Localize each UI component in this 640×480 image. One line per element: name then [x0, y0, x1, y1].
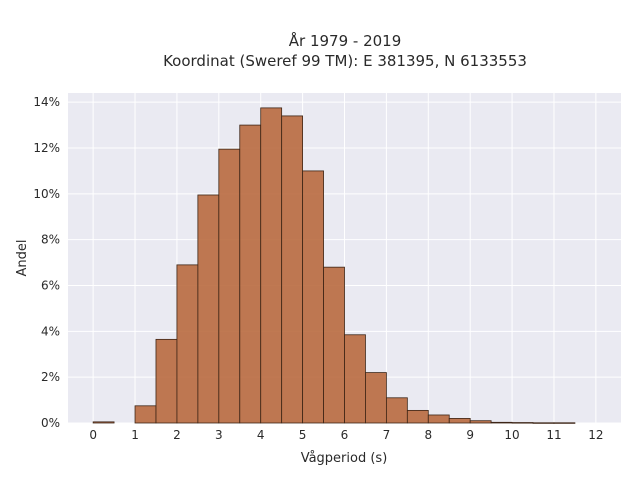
histogram-bar [323, 266, 345, 424]
histogram-bar [427, 414, 450, 424]
histogram-bar [469, 420, 492, 424]
histogram-bar [218, 148, 241, 424]
x-axis-label: Vågperiod (s) [301, 451, 388, 466]
chart-title-line1: År 1979 - 2019 [289, 31, 402, 50]
histogram-bar [490, 421, 513, 424]
x-tick-label: 11 [546, 428, 561, 442]
histogram-bar [155, 338, 178, 424]
y-tick-label: 0% [41, 416, 60, 430]
histogram-bar [553, 422, 576, 424]
chart-title-line2: Koordinat (Sweref 99 TM): E 381395, N 61… [163, 52, 527, 70]
x-tick-label: 6 [341, 428, 349, 442]
y-tick-label: 8% [41, 233, 60, 247]
histogram-bar [344, 334, 366, 424]
y-axis-label: Andel [15, 240, 30, 277]
x-tick-label: 9 [466, 428, 474, 442]
histogram-bar [532, 422, 555, 424]
histogram-bar [302, 170, 324, 424]
histogram-bar [511, 422, 534, 424]
x-tick-label: 4 [257, 428, 265, 442]
x-tick-label: 7 [383, 428, 391, 442]
x-tick-label: 0 [89, 428, 97, 442]
x-tick-label: 2 [173, 428, 181, 442]
x-tick-label: 5 [299, 428, 307, 442]
x-tick-label: 8 [424, 428, 432, 442]
y-tick-label: 6% [41, 279, 60, 293]
y-tick-label: 2% [41, 370, 60, 384]
y-tick-label: 10% [33, 187, 60, 201]
histogram-bar [365, 372, 387, 424]
y-tick-label: 12% [33, 141, 60, 155]
x-tick-label: 12 [588, 428, 603, 442]
x-tick-label: 1 [131, 428, 139, 442]
histogram-bar [197, 194, 220, 424]
histogram-bar [92, 421, 115, 424]
histogram-bar [176, 264, 199, 424]
y-tick-label: 14% [33, 95, 60, 109]
histogram-bar [260, 107, 283, 424]
histogram-bar [134, 405, 157, 424]
histogram-bar [385, 397, 408, 424]
bars [92, 107, 576, 424]
y-axis-ticks: 0% 2% 4% 6% 8% 10% 12% 14% [33, 95, 60, 430]
histogram-bar [239, 124, 262, 424]
histogram-bar [406, 409, 429, 424]
histogram-bar [448, 418, 471, 424]
histogram-bar [281, 115, 304, 424]
x-tick-label: 3 [215, 428, 223, 442]
y-tick-label: 4% [41, 324, 60, 338]
x-tick-label: 10 [504, 428, 519, 442]
x-axis-ticks: 0 1 2 3 4 5 6 7 8 9 10 11 12 [89, 428, 603, 442]
